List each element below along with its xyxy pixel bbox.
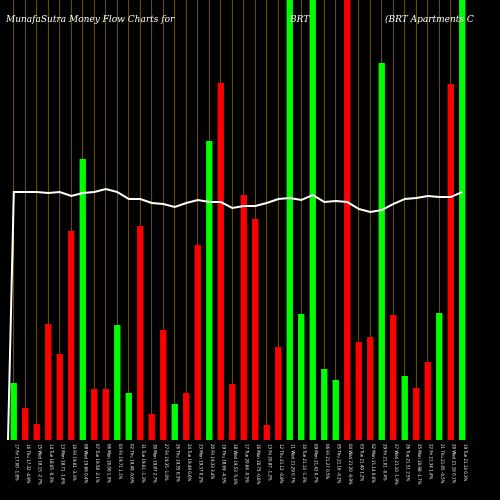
x-tick-label: 31 Tue 19.61 -1.3% [141,444,146,483]
x-tick-label: 03 Tue 21.40 1.2% [359,444,364,482]
bar [148,414,155,440]
x-tick-label: 12 Thu 21.12 -0.8% [279,444,284,484]
bar [194,245,201,440]
bar [459,0,466,440]
bar [401,376,408,440]
bar [10,383,17,440]
x-tick-label: 17 Tue 20.64 -0.5% [244,444,249,483]
x-tick-label: 03 Fri 19.71 1.1% [118,444,123,479]
bar [91,389,98,440]
bar [45,324,52,440]
x-tick-label: 27 Wed 21.10 -1.9% [394,444,399,485]
bar [252,219,259,440]
bar [229,384,236,440]
bar [447,84,454,440]
x-tick-label: 14 Tue 18.65 -0.3% [49,444,54,483]
bar [33,424,40,440]
bar [125,393,132,440]
x-tick-label: 13 Fri 20.87 -1.2% [267,444,272,481]
x-tick-label: 05 Thu 21.16 -0.2% [336,444,341,484]
bar [275,347,282,440]
bar [321,369,328,440]
bar [355,342,362,440]
bar [22,408,29,440]
x-tick-label: 18 Wed 19.53 -5.4% [233,444,238,485]
x-tick-label: 09 Mon 21.42 0.7% [313,444,318,483]
x-tick-label: 08 Wed 19.66 0.4% [83,444,88,483]
x-tick-label: 30 Mon 19.87 2.7% [152,444,157,483]
bar [206,141,213,440]
bars [10,0,466,440]
bar [332,380,339,440]
x-tick-label: 10 Fri 19.01 -3.3% [72,444,77,481]
header-company: (BRT Apartments C [385,14,474,25]
x-tick-label: 06 Mon 20.00 1.5% [106,444,111,483]
bar [263,425,270,440]
x-tick-label: 26 Thu 19.55 0.3% [175,444,180,482]
bar [171,404,178,440]
bar [137,226,144,440]
x-tick-label: 16 Thu 17.32 -4.9% [26,444,31,484]
bar [378,63,385,440]
x-tick-label: 13 Mon 18.71 -1.6% [60,444,65,485]
x-tick-labels: 17 Fri 17.00 -1.8% 16 Thu 17.32 -4.9% 15 W… [14,444,468,485]
x-tick-label: 17 Fri 17.00 -1.8% [14,444,19,481]
bar [286,0,293,440]
bar [102,389,109,440]
x-tick-label: 02 Thu 19.49 -0.6% [129,444,134,484]
x-tick-label: 20 Wed 21.16 0.1% [451,444,456,483]
x-tick-label: 22 Fri 21.34 1.4% [428,444,433,479]
bar [56,354,63,440]
x-tick-label: 15 Wed 18.15 -2.7% [37,444,42,485]
x-tick-label: 25 Mon 20.98 -1.7% [417,444,422,485]
x-tick-label: 20 Fri 19.33 3.4% [210,444,215,479]
header-ticker: BRT [289,15,310,25]
x-tick-label: 04 Wed 21.20 -0.9% [348,444,353,485]
x-tick-label: 29 Fri 21.01 -0.4% [382,444,387,481]
bar [344,0,351,440]
x-tick-label: 16 Mon 20.75 -0.6% [256,444,261,485]
x-tick-label: 23 Mon 19.37 0.2% [198,444,203,483]
x-tick-label: 19 Tue 21.14 0.3% [463,444,468,482]
x-tick-label: 07 Tue 19.58 -2.1% [95,444,100,483]
header-left: MunafaSutra Money Flow Charts for [5,15,175,25]
x-tick-label: 19 Thu 18.69 -4.3% [221,444,226,484]
x-tick-label: 11 Wed 21.29 0.7% [290,444,295,483]
bar [390,315,397,440]
bar [424,362,431,440]
bar [413,388,420,440]
x-tick-label: 27 Fri 19.35 -1.0% [164,444,169,481]
bar [436,313,443,440]
bar [367,337,374,440]
bar [68,231,75,440]
bar [240,195,247,440]
bar [160,330,167,440]
x-tick-label: 24 Tue 19.49 0.6% [187,444,192,482]
x-tick-label: 26 Tue 21.51 2.5% [405,444,410,482]
money-flow-line [7,187,463,441]
bar [309,0,316,440]
bar [217,83,224,440]
x-tick-label: 21 Thu 21.05 -0.5% [440,444,445,484]
bar [183,393,190,440]
bar [298,314,305,440]
x-tick-label: 06 Fri 21.27 0.5% [325,444,330,479]
bar [79,159,86,440]
x-tick-label: 02 Mon 21.14 0.6% [371,444,376,483]
x-tick-label: 10 Tue 21.14 -1.3% [302,444,307,483]
bar [114,325,121,440]
